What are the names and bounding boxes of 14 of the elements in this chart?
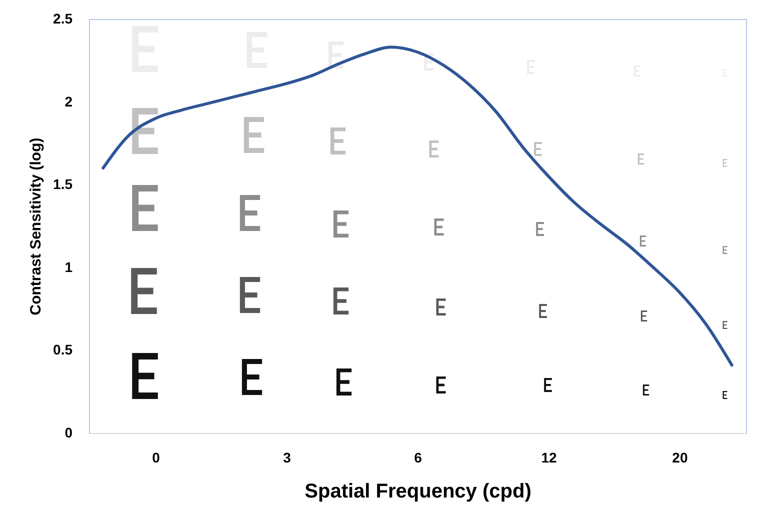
x-tick-label: 3	[283, 450, 292, 466]
x-tick-label: 6	[414, 450, 422, 466]
y-tick-label: 1.5	[53, 176, 73, 192]
y-tick-label: 2.5	[53, 10, 73, 26]
y-tick-label: 0.5	[53, 342, 73, 358]
y-tick-label: 1	[64, 258, 73, 275]
x-axis-title: Spatial Frequency (cpd)	[304, 480, 532, 502]
y-tick-label: 2	[64, 93, 73, 110]
x-tick-label: 12	[541, 450, 557, 466]
line-series	[102, 46, 734, 367]
x-tick-label: 0	[152, 450, 160, 466]
y-axis-title: Contrast Sensitivity (log)	[28, 138, 44, 316]
y-tick-label: 0	[64, 424, 73, 440]
x-tick-label: 20	[672, 450, 688, 466]
